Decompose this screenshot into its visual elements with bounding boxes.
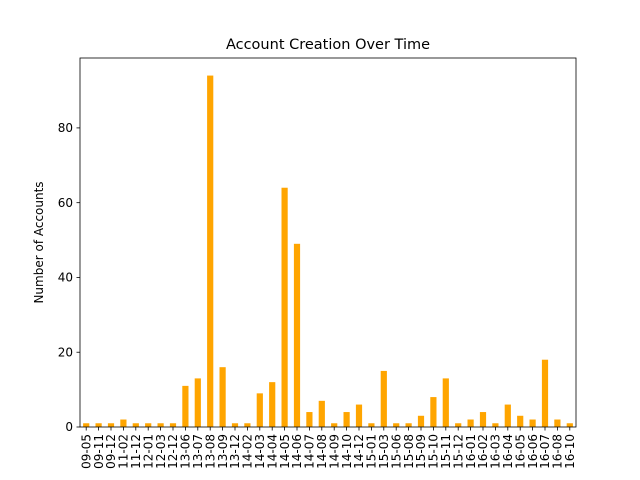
x-tick-label: 16-04: [501, 434, 515, 469]
x-tick-label: 13-06: [179, 434, 193, 469]
x-tick-label: 16-03: [489, 434, 503, 469]
bar-12-03: [157, 423, 164, 427]
x-tick-label: 15-10: [427, 434, 441, 469]
x-tick-label: 15-12: [451, 434, 465, 469]
bar-11-02: [120, 419, 127, 427]
bar-13-08: [207, 75, 214, 427]
bar-15-06: [393, 423, 400, 427]
x-tick-label: 16-10: [563, 434, 577, 469]
x-tick-label: 09-05: [79, 434, 93, 469]
bar-16-01: [467, 419, 474, 427]
x-tick-label: 13-07: [191, 434, 205, 469]
bar-14-05: [281, 187, 288, 427]
x-tick-label: 14-08: [315, 434, 329, 469]
x-tick-label: 15-06: [389, 434, 403, 469]
x-tick-label: 16-06: [526, 434, 540, 469]
x-tick-label: 14-04: [265, 434, 279, 469]
x-tick-label: 12-12: [166, 434, 180, 469]
bar-15-03: [380, 370, 387, 427]
bar-15-01: [368, 423, 375, 427]
x-tick-label: 14-03: [253, 434, 267, 469]
x-tick-label: 16-05: [513, 434, 527, 469]
bar-14-07: [306, 412, 313, 427]
x-tick-label: 14-09: [327, 434, 341, 469]
x-tick-label: 15-08: [402, 434, 416, 469]
bars-layer: [83, 75, 573, 427]
x-tick-label: 14-06: [290, 434, 304, 469]
bar-16-08: [554, 419, 561, 427]
x-tick-label: 14-05: [278, 434, 292, 469]
x-tick-label: 11-02: [117, 434, 131, 469]
plot-frame: [79, 57, 577, 428]
y-tick-label: 60: [58, 196, 73, 210]
bar-13-12: [231, 423, 239, 427]
bar-14-06: [293, 243, 301, 427]
x-tick-label: 16-01: [464, 434, 478, 469]
x-tick-label: 13-08: [203, 434, 217, 469]
x-tick-label: 16-02: [476, 434, 490, 469]
bar-16-04: [504, 404, 511, 427]
x-tick-label: 12-01: [141, 434, 155, 469]
chart-title: Account Creation Over Time: [226, 37, 430, 53]
bar-15-12: [455, 423, 462, 427]
bar-13-07: [194, 378, 201, 427]
bar-16-10: [566, 423, 573, 427]
bar-15-10: [430, 397, 437, 427]
x-tick-label: 12-03: [154, 434, 168, 469]
bar-14-03: [256, 393, 263, 427]
bar-14-12: [355, 404, 363, 427]
bar-14-02: [244, 423, 251, 427]
bar-15-11: [442, 378, 449, 427]
x-tick-label: 13-12: [228, 434, 242, 469]
bar-13-06: [182, 385, 189, 427]
bar-14-09: [331, 423, 338, 427]
bar-15-08: [405, 423, 412, 427]
x-tick-label: 15-11: [439, 434, 453, 469]
bar-15-09: [417, 415, 425, 427]
bar-16-07: [541, 359, 549, 427]
x-tick-label: 09-12: [104, 434, 118, 469]
x-tick-label: 14-07: [303, 434, 317, 469]
bar-09-11: [95, 423, 102, 427]
bar-16-05: [517, 415, 524, 427]
bar-13-09: [219, 367, 226, 427]
y-axis: 0 20 40 60 80: [58, 121, 80, 434]
bar-09-12: [107, 423, 115, 427]
x-tick-label: 15-03: [377, 434, 391, 469]
bar-16-06: [529, 419, 536, 427]
x-tick-label: 13-09: [216, 434, 230, 469]
x-tick-label: 15-09: [414, 434, 428, 469]
y-axis-label: Number of Accounts: [32, 181, 46, 303]
x-tick-label: 16-08: [551, 434, 565, 469]
y-tick-label: 0: [65, 420, 73, 434]
bar-09-05: [83, 423, 90, 427]
x-tick-label: 14-10: [340, 434, 354, 469]
bar-14-04: [269, 382, 276, 427]
bar-12-01: [145, 423, 152, 427]
bar-16-02: [479, 412, 487, 427]
bar-14-08: [318, 400, 325, 427]
x-tick-label: 14-02: [241, 434, 255, 469]
bar-12-12: [169, 423, 177, 427]
x-axis: 09-0509-1109-1211-0211-1212-0112-0312-12…: [79, 427, 577, 469]
x-tick-label: 09-11: [92, 434, 106, 469]
x-tick-label: 14-12: [352, 434, 366, 469]
x-tick-label: 11-12: [129, 434, 143, 469]
y-tick-label: 40: [58, 271, 73, 285]
y-tick-label: 80: [58, 121, 73, 135]
x-tick-label: 15-01: [365, 434, 379, 469]
bar-14-10: [343, 412, 350, 427]
bar-16-03: [492, 423, 499, 427]
y-tick-label: 20: [58, 345, 73, 359]
x-tick-label: 16-07: [538, 434, 552, 469]
bar-11-12: [132, 423, 139, 427]
